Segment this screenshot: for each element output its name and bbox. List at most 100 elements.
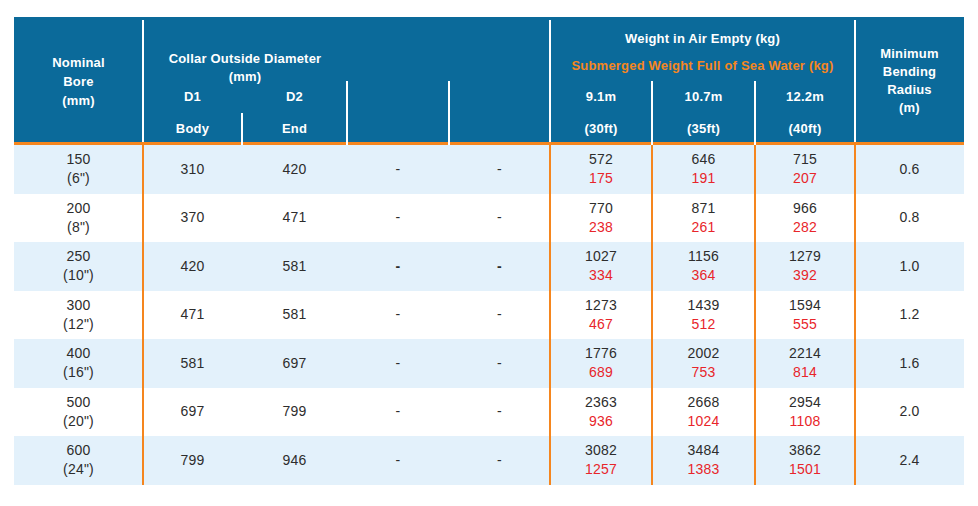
submerged-weight: 512: [692, 316, 716, 332]
empty-col-cell: -: [347, 208, 449, 227]
submerged-weight: 467: [589, 316, 613, 332]
header-d1: D1: [143, 89, 242, 104]
weight-cell: 1439512: [652, 296, 755, 334]
d1-body-cell: 471: [143, 305, 242, 324]
header-text: Bending: [855, 63, 964, 81]
table-row: 250(10")420581--1027334115636412793921.0: [14, 242, 964, 291]
d2-end-cell: 697: [242, 354, 347, 373]
weight-cell: 871261: [652, 199, 755, 237]
submerged-weight: 191: [692, 170, 716, 186]
header-nominal-bore: Nominal Bore (mm): [14, 17, 143, 145]
weight-cell: 966282: [755, 199, 855, 237]
submerged-weight: 207: [793, 170, 817, 186]
d1-body-cell: 420: [143, 257, 242, 276]
header-length-9-1m: 9.1m: [550, 89, 652, 104]
empty-col-cell: -: [449, 257, 550, 276]
submerged-weight: 1257: [585, 461, 617, 477]
empty-col-cell: -: [449, 305, 550, 324]
d1-body-cell: 799: [143, 451, 242, 470]
header-divider: [754, 81, 756, 145]
empty-col-cell: -: [347, 451, 449, 470]
empty-col-cell: -: [347, 305, 449, 324]
header-text: Minimum: [855, 45, 964, 63]
header-divider: [854, 20, 856, 142]
d2-end-cell: 946: [242, 451, 347, 470]
header-length-10-7m: 10.7m: [652, 89, 755, 104]
d2-end-cell: 581: [242, 305, 347, 324]
submerged-weight: 753: [692, 364, 716, 380]
empty-col-cell: -: [449, 451, 550, 470]
weight-cell: 29541108: [755, 393, 855, 431]
submerged-weight: 1108: [790, 413, 821, 429]
page: { "colors": { "header_bg": "#0B6A9A", "a…: [0, 0, 978, 506]
d1-body-cell: 581: [143, 354, 242, 373]
weight-cell: 770238: [550, 199, 652, 237]
d1-body-cell: 697: [143, 402, 242, 421]
weight-cell: 34841383: [652, 441, 755, 479]
submerged-weight: 936: [589, 413, 613, 429]
header-length-30ft: (30ft): [550, 121, 652, 136]
header-text: Bore: [14, 72, 143, 91]
empty-col-cell: -: [347, 257, 449, 276]
submerged-weight: 1024: [688, 413, 720, 429]
bending-radius-cell: 1.6: [855, 354, 964, 373]
pipe-spec-table: Nominal Bore (mm) Collar Outside Diamete…: [14, 17, 964, 485]
d2-end-cell: 581: [242, 257, 347, 276]
weight-cell: 2214814: [755, 344, 855, 382]
weight-cell: 2002753: [652, 344, 755, 382]
nominal-bore-cell: 600(24"): [14, 441, 143, 479]
table-row: 200(8")370471--7702388712619662820.8: [14, 194, 964, 243]
submerged-weight: 238: [589, 219, 613, 235]
header-min-bending-radius: Minimum Bending Radius (m): [855, 17, 964, 145]
weight-cell: 30821257: [550, 441, 652, 479]
weight-cell: 1273467: [550, 296, 652, 334]
header-divider: [241, 113, 243, 145]
header-d2-end: End: [242, 121, 347, 136]
weight-cell: 1279392: [755, 247, 855, 285]
submerged-weight: 364: [692, 267, 716, 283]
header-divider: [549, 20, 551, 142]
header-text: Nominal: [14, 53, 143, 72]
bending-radius-cell: 0.8: [855, 208, 964, 227]
header-divider: [651, 81, 653, 145]
header-text: Radius: [855, 81, 964, 99]
header-weight-submerged: Submerged Weight Full of Sea Water (kg): [550, 58, 855, 73]
bending-radius-cell: 0.6: [855, 160, 964, 179]
empty-col-cell: -: [347, 354, 449, 373]
d1-body-cell: 310: [143, 160, 242, 179]
bending-radius-cell: 2.4: [855, 451, 964, 470]
header-text: (mm): [143, 68, 347, 86]
table-body: 150(6")310420--5721756461917152070.6200(…: [14, 145, 964, 485]
weight-cell: 1156364: [652, 247, 755, 285]
header-text: (mm): [14, 91, 143, 110]
empty-col-cell: -: [449, 208, 550, 227]
submerged-weight: 282: [793, 219, 817, 235]
d2-end-cell: 471: [242, 208, 347, 227]
table-row: 150(6")310420--5721756461917152070.6: [14, 145, 964, 194]
header-d2: D2: [242, 89, 347, 104]
header-collar-group: Collar Outside Diameter (mm): [143, 50, 347, 86]
nominal-bore-cell: 400(16"): [14, 344, 143, 382]
header-divider: [142, 20, 144, 142]
submerged-weight: 814: [793, 364, 817, 380]
weight-cell: 646191: [652, 150, 755, 188]
empty-col-cell: -: [449, 160, 550, 179]
bending-radius-cell: 2.0: [855, 402, 964, 421]
header-divider: [346, 81, 348, 145]
weight-cell: 1776689: [550, 344, 652, 382]
nominal-bore-cell: 150(6"): [14, 150, 143, 188]
weight-cell: 1594555: [755, 296, 855, 334]
submerged-weight: 689: [589, 364, 613, 380]
weight-cell: 715207: [755, 150, 855, 188]
weight-cell: 572175: [550, 150, 652, 188]
submerged-weight: 175: [589, 170, 613, 186]
weight-cell: 2363936: [550, 393, 652, 431]
header-length-12-2m: 12.2m: [755, 89, 855, 104]
header-text: Collar Outside Diameter: [143, 50, 347, 68]
nominal-bore-cell: 200(8"): [14, 199, 143, 237]
bending-radius-cell: 1.0: [855, 257, 964, 276]
nominal-bore-cell: 300(12"): [14, 296, 143, 334]
weight-cell: 38621501: [755, 441, 855, 479]
bending-radius-cell: 1.2: [855, 305, 964, 324]
header-length-40ft: (40ft): [755, 121, 855, 136]
